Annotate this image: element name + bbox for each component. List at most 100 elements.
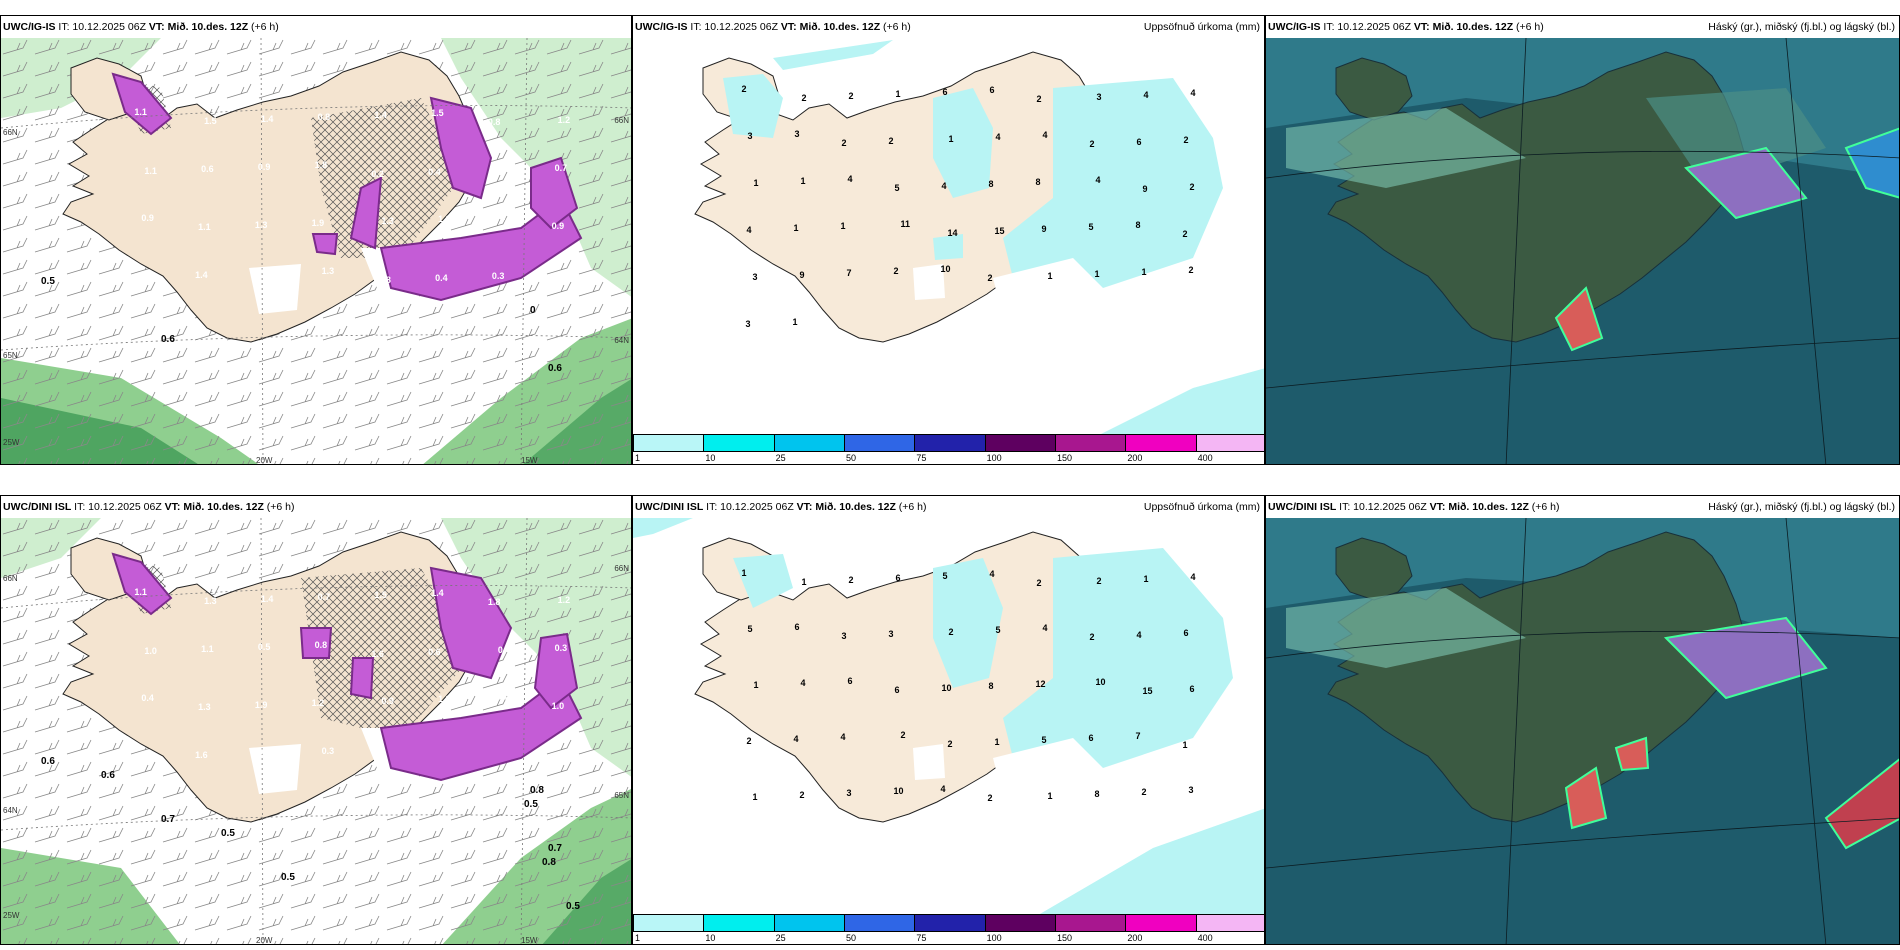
colorbar-swatch bbox=[1055, 914, 1127, 932]
map-value-label: 1.3 bbox=[204, 596, 217, 607]
map-value-label: 2 bbox=[799, 790, 805, 800]
map-value-label: 4 bbox=[793, 734, 799, 744]
map-value-label: 2 bbox=[987, 793, 993, 803]
map-value-label: 3 bbox=[841, 631, 847, 641]
colorbar-tick: 150 bbox=[1057, 933, 1073, 943]
lat-label: 66N bbox=[614, 564, 629, 573]
colorbar-swatch bbox=[844, 434, 916, 452]
init-time: IT: 10.12.2025 06Z bbox=[706, 501, 794, 513]
map-value-label: 7 bbox=[1135, 731, 1141, 741]
valid-time: VT: Mið. 10.des. 12Z bbox=[780, 21, 881, 33]
map-value-label: 3 bbox=[752, 271, 758, 282]
colorbar-swatch bbox=[1195, 434, 1264, 452]
valid-time: VT: Mið. 10.des. 12Z bbox=[796, 501, 896, 513]
map-value-label: 1.1 bbox=[144, 165, 157, 176]
map-value-label: 0.9 bbox=[381, 696, 394, 707]
map-value-label: 6 bbox=[1088, 733, 1094, 743]
map-value-label: 0.3 bbox=[321, 745, 335, 756]
map-value-label: 0.4 bbox=[497, 644, 511, 655]
map-value-label: 14 bbox=[947, 227, 958, 238]
map-value-label: 1.3 bbox=[438, 694, 451, 705]
map-value-label: 3 bbox=[846, 788, 852, 798]
map-value-label: 2 bbox=[888, 135, 894, 146]
map-value-label: 6 bbox=[942, 86, 948, 97]
map-value-label: 1.6 bbox=[371, 648, 384, 659]
map-value-label: 6 bbox=[847, 676, 853, 686]
map-value-label: 6 bbox=[894, 685, 900, 695]
model-name: UWC/IG-IS bbox=[1268, 21, 1321, 33]
map-value-label: 2 bbox=[893, 265, 899, 276]
map-value-label: 2 bbox=[1036, 93, 1042, 104]
cloud-layer-map bbox=[1266, 38, 1899, 464]
map-value-label: 2 bbox=[947, 739, 953, 749]
map-value-label: 2 bbox=[848, 575, 854, 585]
satellite-panel-bottom: UWC/DINI ISL IT: 10.12.2025 06Z VT: Mið.… bbox=[1265, 495, 1900, 945]
valid-time: VT: Mið. 10.des. 12Z bbox=[1429, 501, 1529, 513]
map-value-label: 2 bbox=[1089, 632, 1095, 642]
colorbar-swatch bbox=[1055, 434, 1127, 452]
map-value-label: 15 bbox=[1142, 686, 1153, 696]
map-value-label: 1.3 bbox=[254, 220, 268, 231]
colorbar-tick: 50 bbox=[846, 933, 857, 943]
map-value-label: 3 bbox=[888, 629, 894, 639]
map-value-label: 8 bbox=[1094, 789, 1100, 799]
map-value-label: 1 bbox=[1143, 574, 1149, 584]
map-value-label: 1.2 bbox=[311, 698, 325, 709]
panel-title: Háský (gr.), miðský (fj.bl.) og lágský (… bbox=[1708, 21, 1895, 33]
colorbar-swatch bbox=[984, 914, 1056, 932]
contour-value-label: 0.5 bbox=[41, 276, 55, 287]
map-value-label: 9 bbox=[1142, 183, 1148, 194]
model-name: UWC/DINI ISL bbox=[3, 501, 72, 513]
map-value-label: 0.8 bbox=[378, 274, 391, 285]
colorbar-swatch bbox=[773, 434, 845, 452]
model-name: UWC/DINI ISL bbox=[635, 501, 704, 513]
map-value-label: 1.9 bbox=[311, 218, 325, 229]
colorbar-tick: 10 bbox=[705, 453, 716, 463]
map-value-label: 1 bbox=[1094, 268, 1100, 279]
map-value-label: 1.1 bbox=[198, 222, 211, 233]
model-name: UWC/IG-IS bbox=[635, 21, 688, 33]
map-value-label: 9 bbox=[799, 269, 805, 280]
init-time: IT: 10.12.2025 06Z bbox=[1323, 21, 1411, 33]
map-value-label: 2 bbox=[948, 627, 954, 637]
map-value-label: 4 bbox=[840, 732, 846, 742]
map-value-label: 4 bbox=[1190, 572, 1196, 582]
map-value-label: 2 bbox=[1141, 787, 1147, 797]
map-value-label: 0.3 bbox=[554, 642, 568, 653]
lat-label: 64N bbox=[3, 806, 18, 815]
colorbar-swatch bbox=[1195, 914, 1264, 932]
contour-value-label: 0.5 bbox=[524, 799, 538, 810]
map-value-label: 3 bbox=[747, 130, 753, 141]
map-value-label: 6 bbox=[895, 573, 901, 583]
map-value-label: 5 bbox=[1041, 735, 1047, 745]
contour-value-label: 0.8 bbox=[530, 785, 544, 796]
map-value-label: 1.4 bbox=[494, 692, 508, 703]
colorbar-tick: 50 bbox=[846, 453, 857, 463]
colorbar-tick: 75 bbox=[916, 933, 927, 943]
panel-title: Háský (gr.), miðský (fj.bl.) og lágský (… bbox=[1708, 501, 1895, 513]
map-value-label: 0.7 bbox=[317, 592, 331, 603]
contour-value-label: 0.8 bbox=[542, 857, 556, 868]
wind-panel-top: UWC/IG-IS IT: 10.12.2025 06Z VT: Mið. 10… bbox=[0, 15, 632, 465]
contour-value-label: 0.6 bbox=[41, 756, 55, 767]
colorbar-tick: 150 bbox=[1057, 453, 1073, 463]
map-value-label: 4 bbox=[1042, 129, 1048, 140]
map-value-label: 1.8 bbox=[487, 597, 501, 608]
map-value-label: 10 bbox=[1095, 677, 1106, 687]
map-value-label: 1.3 bbox=[198, 702, 211, 713]
map-value-label: 1 bbox=[792, 316, 798, 327]
map-value-label: 2 bbox=[1096, 576, 1102, 586]
map-value-label: 2 bbox=[1189, 181, 1195, 192]
contour-value-label: 0.6 bbox=[161, 334, 175, 345]
colorbar-tick: 75 bbox=[916, 453, 927, 463]
map-value-label: 10 bbox=[940, 263, 951, 274]
map-value-label: 4 bbox=[746, 224, 752, 235]
map-value-label: 6 bbox=[989, 84, 995, 95]
map-value-label: 2 bbox=[746, 736, 752, 746]
colorbar-tick: 25 bbox=[775, 453, 786, 463]
map-value-label: 4 bbox=[847, 173, 853, 184]
colorbar-tick: 25 bbox=[775, 933, 786, 943]
map-value-label: 1 bbox=[752, 792, 758, 802]
map-value-label: 1.3 bbox=[321, 265, 335, 276]
map-value-label: 5 bbox=[995, 625, 1001, 635]
